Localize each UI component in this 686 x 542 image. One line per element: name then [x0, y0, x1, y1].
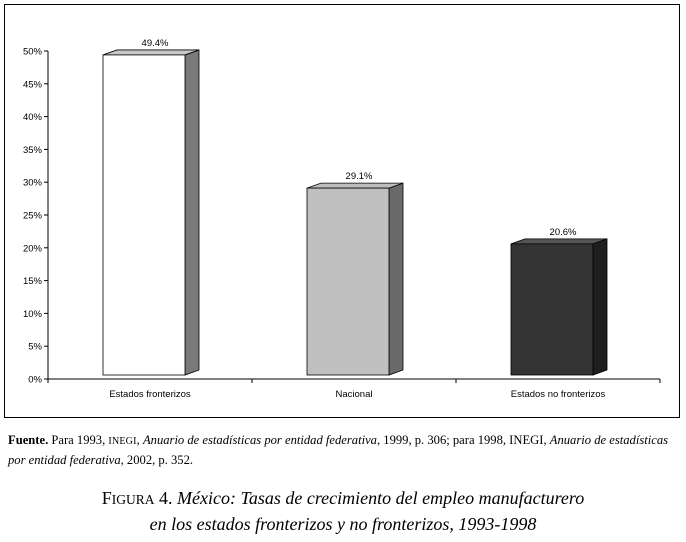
y-tick-label: 10%: [23, 309, 43, 320]
y-tick-label: 0%: [28, 375, 42, 386]
y-tick-label: 50%: [23, 47, 43, 58]
source-text-1: Para 1993,: [51, 433, 106, 447]
data-label: 20.6%: [550, 227, 577, 238]
bar-top: [102, 49, 200, 56]
caption-line-2: en los estados fronterizos y no fronteri…: [149, 514, 537, 534]
source-book-2b: estadísticas por entidad federativa: [8, 433, 669, 467]
data-label: 49.4%: [142, 38, 169, 49]
source-text-4: , 2002, p. 352.: [120, 453, 194, 467]
y-tick-label: 5%: [28, 342, 42, 353]
source-inegi: INEGI: [108, 436, 137, 447]
figure-caption: FIGURA 4. México: Tasas de crecimiento d…: [0, 486, 686, 536]
bar: [306, 187, 390, 376]
bar: [510, 243, 594, 376]
y-tick-label: 45%: [23, 79, 43, 90]
y-tick-label: 20%: [23, 243, 43, 254]
caption-line-1: México: Tasas de crecimiento del empleo …: [177, 488, 585, 508]
source-book-2a: Anuario de: [549, 433, 607, 447]
y-tick-label: 15%: [23, 276, 43, 287]
source-label: Fuente.: [8, 433, 49, 447]
bar-side: [388, 182, 404, 376]
y-tick-label: 30%: [23, 178, 43, 189]
source-text-3: , 1999, p. 306; para 1998, INEGI,: [376, 433, 547, 447]
x-tick-label: Estados no fronterizos: [511, 389, 606, 400]
source-note: Fuente. Para 1993, INEGI, Anuario de est…: [8, 431, 680, 469]
x-tick-label: Nacional: [336, 389, 373, 400]
x-tick-label: Estados fronterizos: [109, 389, 191, 400]
figure-initial: F: [101, 488, 112, 508]
y-tick-label: 25%: [23, 211, 43, 222]
data-label: 29.1%: [346, 171, 373, 182]
bar: [102, 54, 186, 376]
source-text-2: ,: [136, 433, 140, 447]
bar-side: [184, 49, 200, 376]
source-book-1: Anuario de estadísticas por entidad fede…: [142, 433, 377, 447]
bar-top: [510, 238, 608, 245]
bar-top: [306, 182, 404, 189]
y-tick-label: 35%: [23, 145, 43, 156]
bar-chart: 0% 5% 10% 15% 20% 25% 30% 35% 40% 45% 50% 49.4% Esta…: [23, 38, 661, 400]
bar-side: [592, 238, 608, 376]
figure-word: IGURA: [111, 492, 155, 507]
figure-number: 4.: [159, 488, 173, 508]
y-tick-label: 40%: [23, 112, 43, 123]
